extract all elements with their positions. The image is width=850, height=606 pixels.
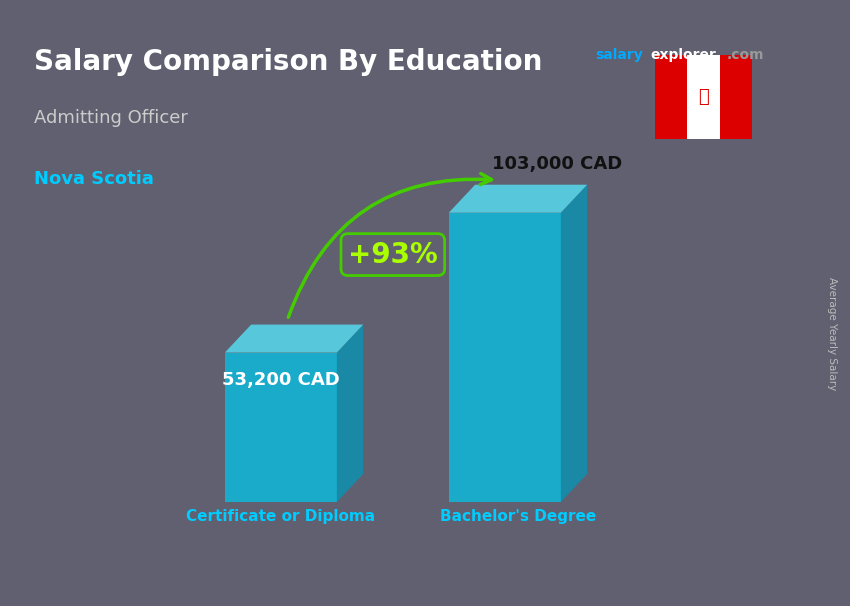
Polygon shape	[224, 325, 363, 353]
Polygon shape	[449, 213, 561, 502]
Text: +93%: +93%	[348, 241, 438, 268]
Polygon shape	[687, 55, 720, 139]
Text: Bachelor's Degree: Bachelor's Degree	[439, 509, 596, 524]
Text: 53,200 CAD: 53,200 CAD	[222, 371, 340, 389]
Text: Admitting Officer: Admitting Officer	[34, 109, 188, 127]
Polygon shape	[654, 55, 687, 139]
Polygon shape	[720, 55, 752, 139]
Text: 🍁: 🍁	[698, 88, 709, 106]
Polygon shape	[337, 325, 363, 502]
Text: Nova Scotia: Nova Scotia	[34, 170, 154, 188]
Text: explorer: explorer	[650, 48, 716, 62]
Text: .com: .com	[727, 48, 764, 62]
Text: 103,000 CAD: 103,000 CAD	[492, 155, 622, 173]
Polygon shape	[224, 353, 337, 502]
Text: salary: salary	[595, 48, 643, 62]
Text: Salary Comparison By Education: Salary Comparison By Education	[34, 48, 542, 76]
Text: Certificate or Diploma: Certificate or Diploma	[186, 509, 376, 524]
Text: Average Yearly Salary: Average Yearly Salary	[827, 277, 837, 390]
Polygon shape	[449, 185, 587, 213]
Polygon shape	[561, 185, 587, 502]
